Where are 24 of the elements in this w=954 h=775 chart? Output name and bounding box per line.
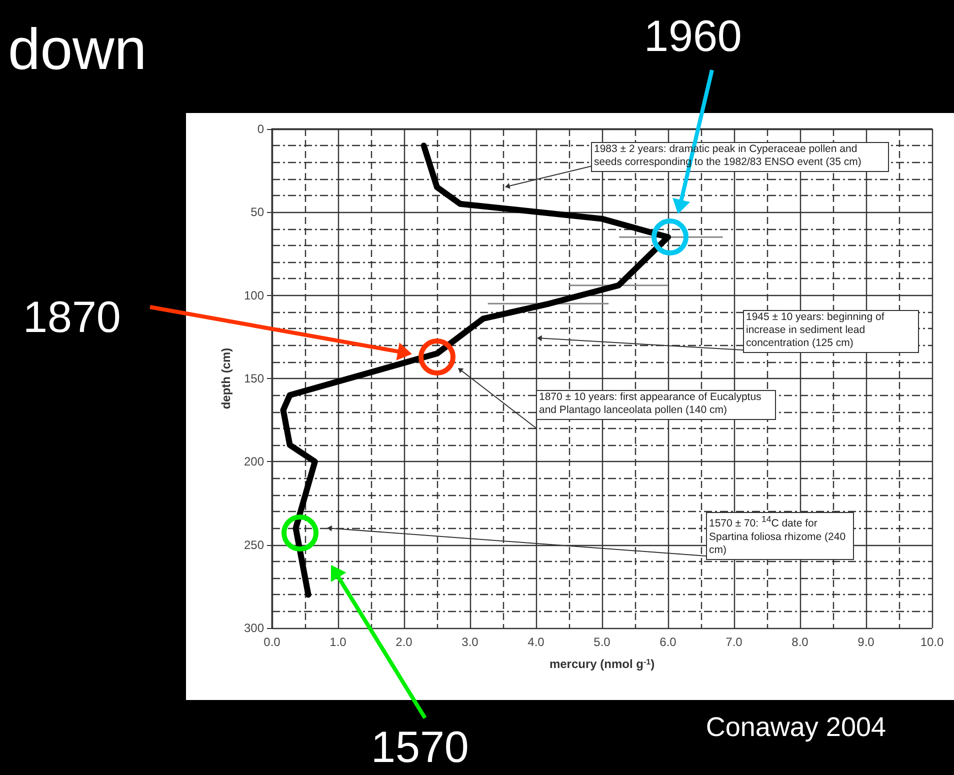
y-tick-label: 250 bbox=[244, 538, 264, 552]
x-tick-label: 10.0 bbox=[920, 635, 944, 649]
x-tick-label: 9.0 bbox=[858, 635, 875, 649]
y-axis-title: depth (cm) bbox=[219, 348, 233, 410]
x-tick-label: 7.0 bbox=[726, 635, 743, 649]
x-tick-label: 3.0 bbox=[462, 635, 479, 649]
x-tick-label: 6.0 bbox=[660, 635, 677, 649]
x-tick-label: 1.0 bbox=[330, 635, 347, 649]
y-tick-label: 50 bbox=[250, 205, 264, 220]
x-tick-label: 5.0 bbox=[594, 635, 611, 649]
y-tick-label: 0 bbox=[257, 122, 264, 136]
text: Conaway 2004 bbox=[706, 712, 886, 743]
y-tick-label: 100 bbox=[244, 288, 264, 302]
text: 1870 bbox=[23, 293, 121, 343]
x-tick-label: 8.0 bbox=[792, 635, 809, 649]
text: 1960 bbox=[644, 12, 742, 62]
y-tick-label: 150 bbox=[244, 372, 264, 386]
x-tick-label: 4.0 bbox=[528, 635, 545, 649]
text: 1570 bbox=[371, 723, 469, 773]
x-tick-label: 2.0 bbox=[396, 635, 413, 649]
x-tick-label: 0.0 bbox=[264, 635, 281, 649]
y-tick-label: 300 bbox=[244, 621, 264, 635]
y-tick-label: 200 bbox=[244, 454, 264, 469]
chart-title: down bbox=[8, 16, 147, 83]
